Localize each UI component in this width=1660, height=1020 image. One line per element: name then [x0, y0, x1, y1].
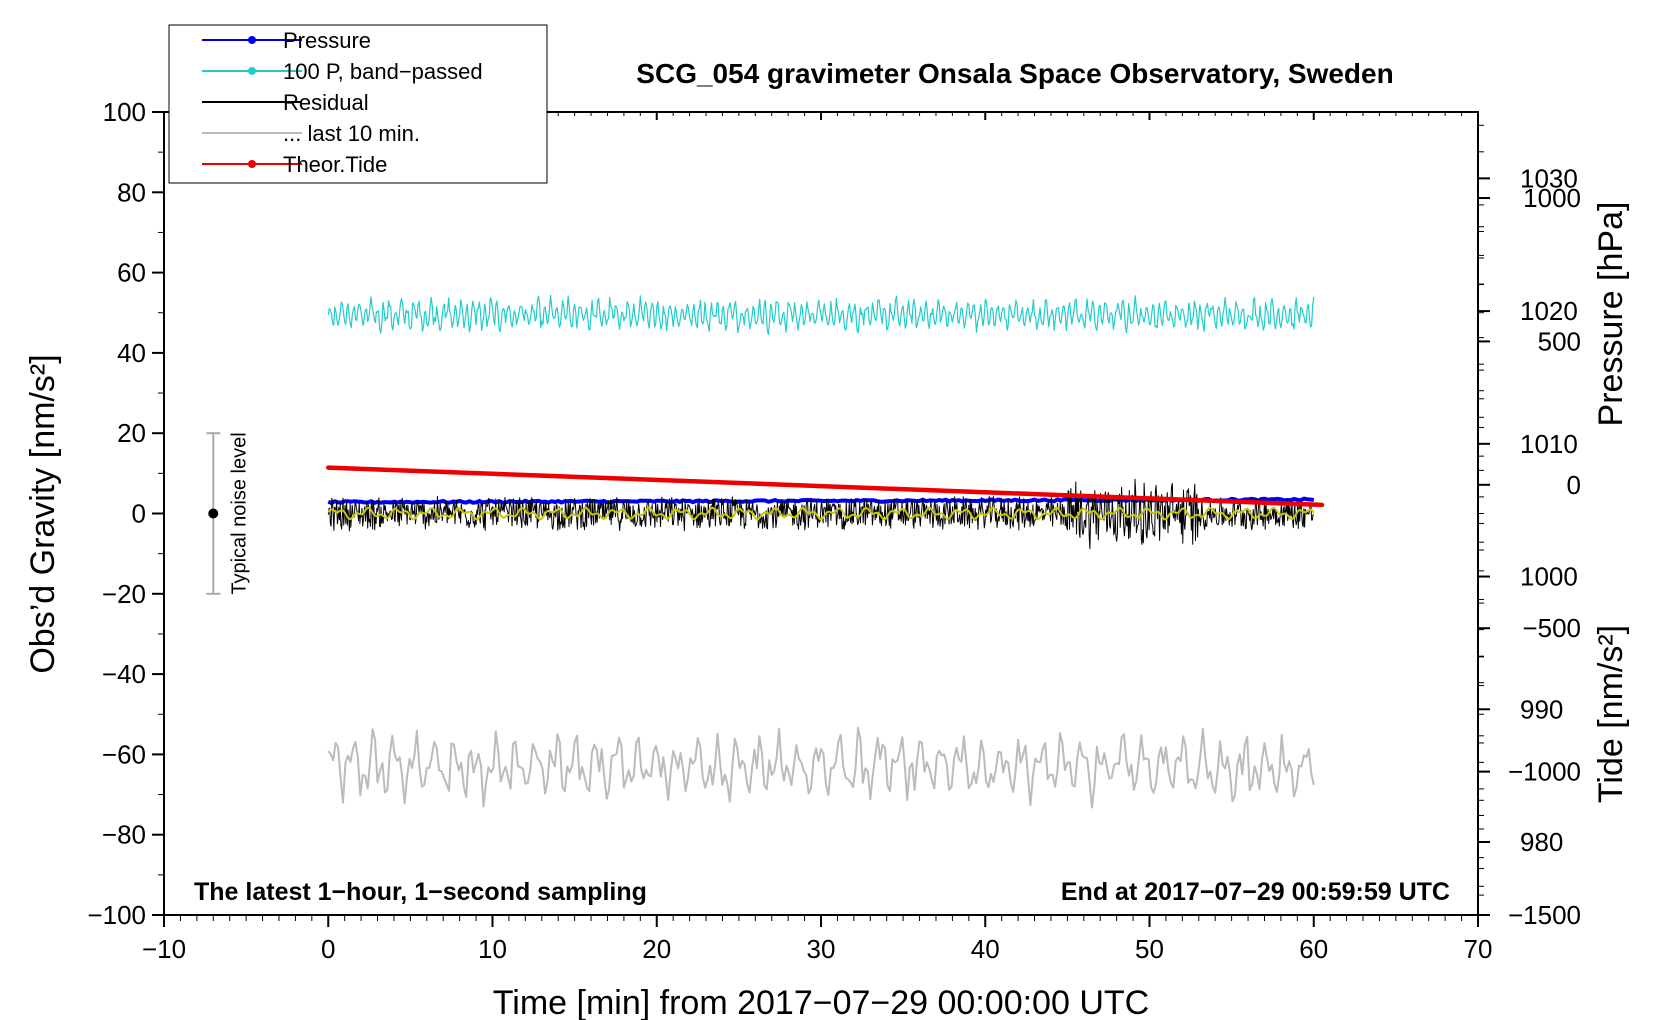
series-pressure-bandpassed	[327, 294, 1315, 336]
y-tick-label: 40	[117, 338, 146, 368]
tide-tick-label: −1000	[1508, 757, 1581, 787]
y-axis-title-left: Obs’d Gravity [nm/s²]	[24, 354, 62, 673]
pressure-tick-label: 990	[1520, 694, 1563, 724]
y-tick-label: 100	[103, 97, 146, 127]
legend-entry: Pressure	[202, 28, 371, 53]
legend-entry: 100 P, band−passed	[202, 59, 483, 84]
tide-tick-label: −1500	[1508, 900, 1581, 930]
series-layer	[326, 294, 1325, 809]
series-last-10-min	[327, 726, 1315, 809]
y-tick-label: −40	[102, 659, 146, 689]
series-residual	[327, 478, 1314, 550]
y-tick-label: −60	[102, 739, 146, 769]
legend-marker	[248, 67, 256, 75]
y-tick-label: 60	[117, 258, 146, 288]
series-residual-smoothed	[327, 506, 1315, 521]
series-theoretical-tide	[326, 465, 1325, 508]
pressure-tick-label: 1020	[1520, 296, 1578, 326]
pressure-tick-label: 980	[1520, 827, 1563, 857]
x-axis-title: Time [min] from 2017−07−29 00:00:00 UTC	[493, 984, 1149, 1020]
legend-label: 100 P, band−passed	[283, 59, 483, 84]
legend-label: Theor.Tide	[283, 152, 387, 177]
tide-tick-label: 500	[1538, 326, 1581, 356]
y-tick-label: −20	[102, 579, 146, 609]
tide-tick-label: 0	[1567, 470, 1581, 500]
legend-label: ... last 10 min.	[283, 121, 420, 146]
y-tick-label: −100	[87, 900, 146, 930]
x-tick-label: 30	[807, 934, 836, 964]
tide-tick-label: −500	[1522, 613, 1581, 643]
noise-level-indicator: Typical noise level	[206, 432, 250, 595]
y-tick-label: −80	[102, 820, 146, 850]
x-tick-label: 0	[321, 934, 335, 964]
x-tick-label: 70	[1464, 934, 1493, 964]
legend-marker	[248, 160, 256, 168]
x-tick-label: 40	[971, 934, 1000, 964]
tide-tick-label: 1000	[1523, 183, 1581, 213]
y-tick-label: 80	[117, 177, 146, 207]
legend-box	[168, 24, 548, 184]
chart-title: SCG_054 gravimeter Onsala Space Observat…	[636, 58, 1393, 89]
noise-bar-center	[208, 508, 219, 519]
legend-marker	[248, 36, 256, 44]
legend-entry: Residual	[202, 90, 369, 115]
x-tick-label: 60	[1299, 934, 1328, 964]
noise-level-label: Typical noise level	[228, 432, 250, 594]
note-latest-hour: The latest 1−hour, 1−second sampling	[194, 878, 647, 906]
pressure-tick-label: 1010	[1520, 429, 1578, 459]
legend-label: Residual	[283, 90, 369, 115]
y-tick-label: 0	[132, 499, 146, 529]
x-tick-label: 20	[642, 934, 671, 964]
legend: Pressure 100 P, band−passed Residual ... la…	[168, 24, 548, 184]
x-tick-label: −10	[142, 934, 186, 964]
y-tick-label: 20	[117, 418, 146, 448]
pressure-tick-label: 1030	[1520, 163, 1578, 193]
x-tick-label: 50	[1135, 934, 1164, 964]
ticks-layer	[152, 111, 1490, 927]
legend-entry: ... last 10 min.	[202, 121, 420, 146]
legend-entry: Theor.Tide	[202, 152, 387, 177]
labels-layer: −10 0 10 20 30 40 50 60 70100806040200−20−40−60−…	[87, 97, 1581, 964]
x-tick-label: 10	[478, 934, 507, 964]
note-end-time: End at 2017−07−29 00:59:59 UTC	[1061, 878, 1450, 906]
legend-label: Pressure	[283, 28, 371, 53]
pressure-tick-label: 1000	[1520, 562, 1578, 592]
y-axis-title-pressure: Pressure [hPa]	[1592, 202, 1630, 427]
y-axis-title-tide: Tide [nm/s²]	[1592, 625, 1630, 803]
